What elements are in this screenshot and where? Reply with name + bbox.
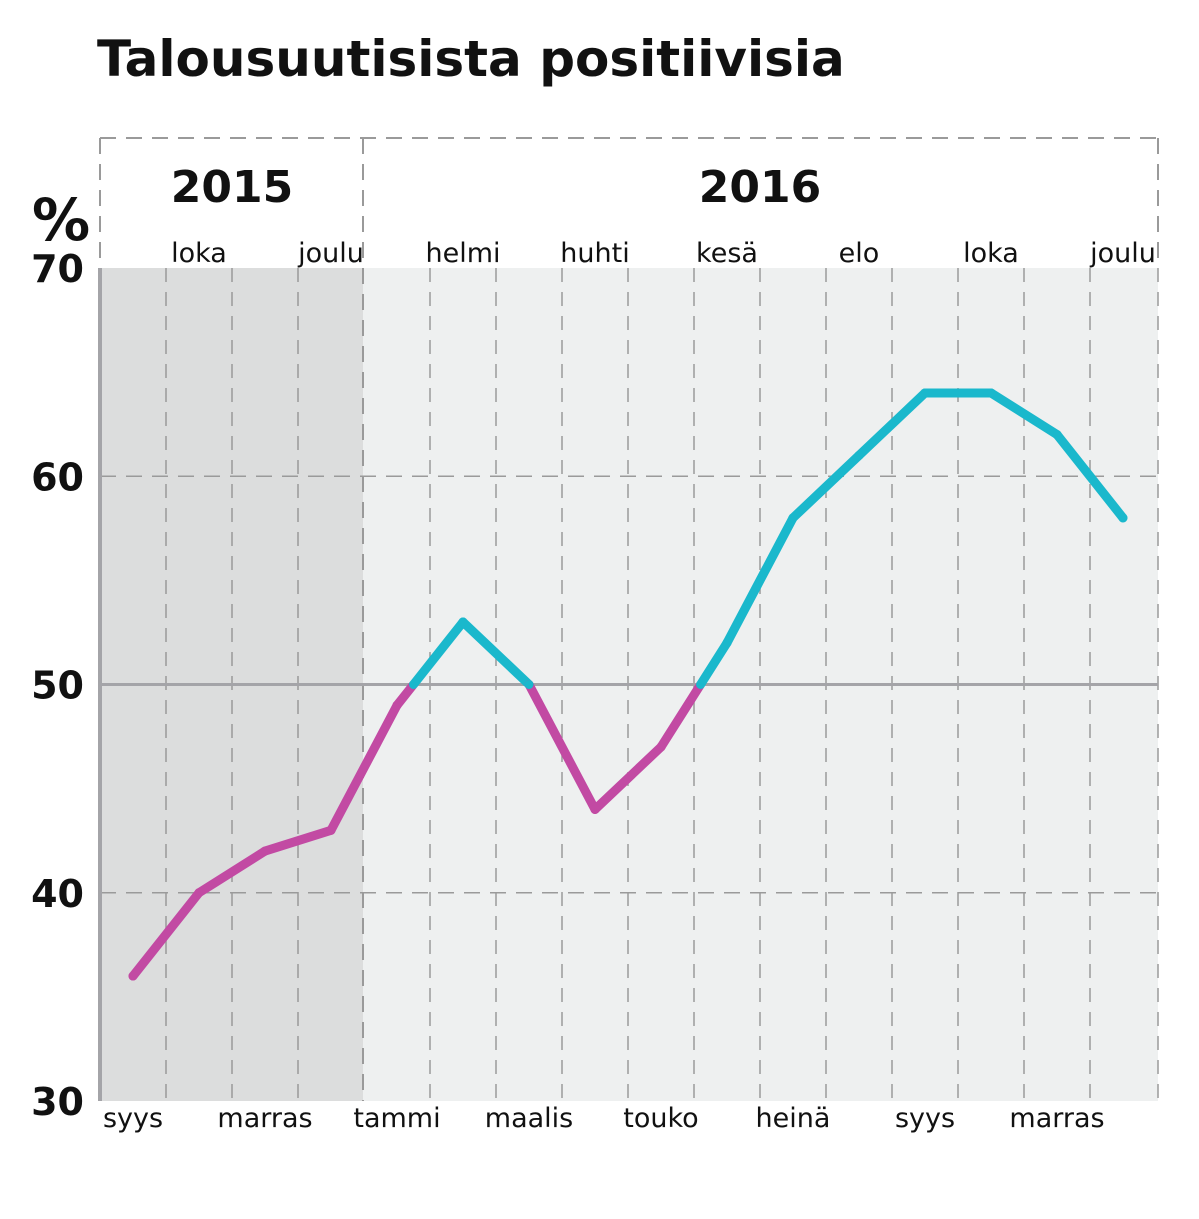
- data-point: [656, 742, 666, 752]
- y-tick-labels: 30 40 50 60 70: [31, 247, 84, 1124]
- top-month-label: elo: [839, 238, 880, 269]
- year-label-2016: 2016: [699, 162, 821, 213]
- y-tick-label: 30: [31, 1080, 84, 1124]
- bottom-month-label: syys: [895, 1103, 955, 1134]
- bottom-month-label: touko: [623, 1103, 698, 1134]
- series-segment: [1052, 430, 1128, 523]
- y-tick-label: 40: [31, 872, 84, 916]
- chart-title: Talousuutisista positiivisia: [97, 30, 845, 88]
- series-segment: [458, 617, 534, 689]
- year-frame: [99, 137, 1159, 1101]
- series-segment: [788, 450, 864, 523]
- y-unit-label: %: [32, 186, 90, 254]
- top-month-label: loka: [963, 238, 1019, 269]
- data-point: [524, 680, 534, 689]
- series-segment: [656, 680, 706, 752]
- y-tick-label: 60: [31, 455, 84, 499]
- series-segment: [326, 700, 402, 835]
- data-point: [986, 388, 996, 398]
- data-point: [590, 804, 600, 814]
- bottom-month-labels: syys marras tammi maalis touko heinä syys marra…: [103, 1103, 1105, 1134]
- series-line: [128, 388, 1128, 981]
- data-point: [1052, 430, 1062, 440]
- series-segment: [128, 888, 204, 981]
- top-month-labels: loka joulu helmi huhti kesä elo loka joulu: [171, 238, 1156, 269]
- data-point: [458, 617, 468, 627]
- data-point: [722, 638, 732, 648]
- bottom-month-label: heinä: [756, 1103, 831, 1134]
- year-label-2015: 2015: [171, 162, 293, 213]
- bottom-month-label: marras: [217, 1103, 312, 1134]
- series-segment: [194, 846, 270, 898]
- data-point: [920, 388, 930, 398]
- bottom-month-label: maalis: [485, 1103, 573, 1134]
- bottom-month-label: syys: [103, 1103, 163, 1134]
- top-month-label: helmi: [425, 238, 500, 269]
- data-point: [194, 888, 204, 898]
- top-month-label: loka: [171, 238, 227, 269]
- top-month-label: huhti: [560, 238, 629, 269]
- series-segment: [696, 638, 732, 689]
- data-point: [128, 971, 138, 981]
- bottom-month-label: tammi: [353, 1103, 440, 1134]
- top-month-label: joulu: [297, 238, 364, 269]
- data-point: [1118, 513, 1128, 523]
- y-tick-label: 50: [31, 664, 84, 708]
- data-point: [260, 846, 270, 856]
- data-point: [326, 825, 336, 835]
- y-tick-label: 70: [31, 247, 84, 291]
- series-segment: [986, 388, 1062, 440]
- bottom-month-label: marras: [1009, 1103, 1104, 1134]
- data-point: [392, 700, 402, 710]
- series-segment: [854, 388, 930, 460]
- series-segment: [409, 617, 468, 689]
- data-point: [788, 513, 798, 523]
- series-segment: [590, 742, 666, 814]
- series-segment: [722, 513, 798, 648]
- top-month-label: kesä: [696, 238, 758, 269]
- series-segment: [524, 680, 600, 814]
- top-month-label: joulu: [1089, 238, 1156, 269]
- series-segment: [260, 825, 336, 856]
- data-point: [854, 450, 864, 460]
